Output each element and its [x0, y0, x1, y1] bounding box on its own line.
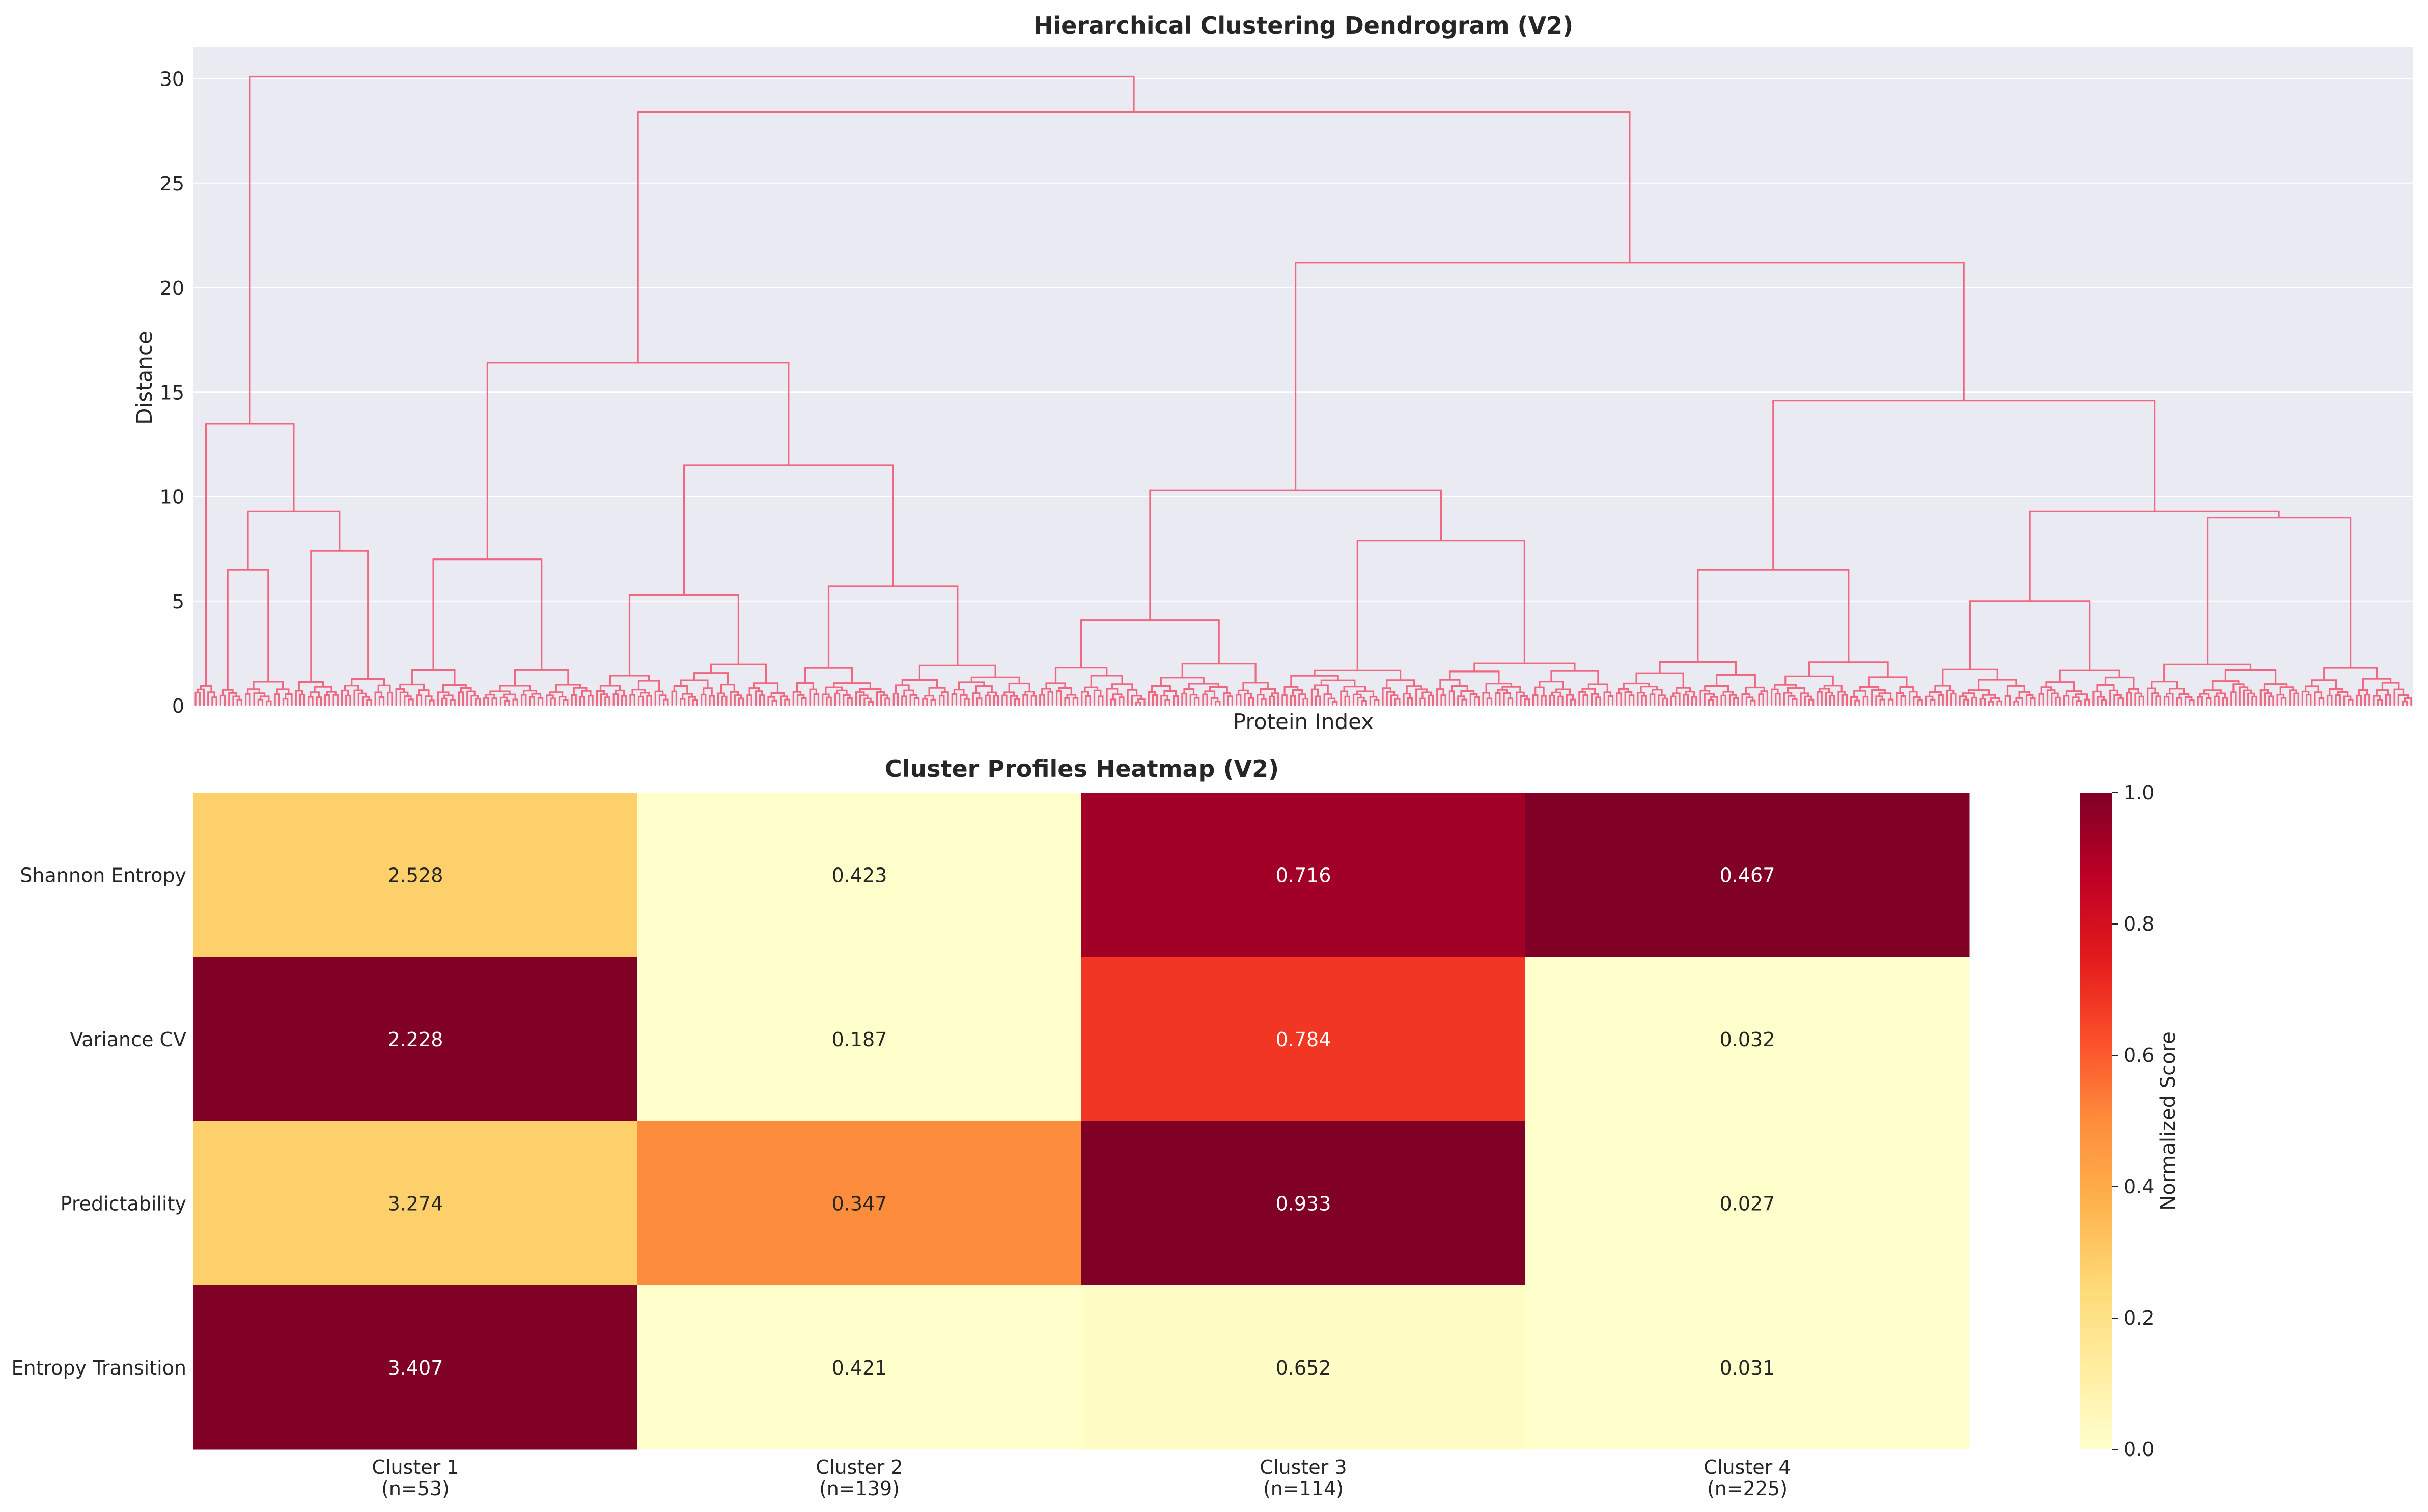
dendrogram-y-tick-label: 5 [172, 591, 184, 613]
dendrogram-link [249, 75, 1135, 424]
heatmap-row-labels: Shannon Entropy Variance CV Predictability… [12, 864, 186, 1379]
dendrogram-y-tick-label: 25 [160, 173, 184, 195]
dendrogram-chart: 0 5 10 15 20 25 30 Hierarchical Clustering Den… [132, 12, 2413, 734]
heatmap-cell-value: 0.467 [1720, 864, 1775, 886]
heatmap-cell [1081, 1121, 1526, 1285]
dendrogram-title: Hierarchical Clustering Dendrogram (V2) [1034, 12, 1573, 39]
heatmap-cell-value: 3.274 [388, 1192, 443, 1215]
heatmap-column-label: Cluster 3 (n=114) [1260, 1456, 1347, 1500]
heatmap-cell [1525, 793, 1970, 957]
heatmap-column-label: Cluster 4 (n=225) [1704, 1456, 1791, 1500]
colorbar-tick-label: 0.0 [2124, 1438, 2154, 1461]
heatmap-cell [193, 957, 638, 1122]
colorbar-tick-label: 0.8 [2124, 913, 2154, 935]
heatmap-cell [637, 793, 1082, 957]
heatmap-row-label: Shannon Entropy [20, 864, 186, 886]
heatmap-cell [1525, 1285, 1970, 1450]
heatmap-cell-value: 0.421 [832, 1357, 887, 1379]
heatmap-cell [1081, 793, 1526, 957]
dendrogram-y-tick-label: 20 [160, 277, 184, 299]
heatmap-cells: 2.528 0.423 0.716 0.467 2.228 0.187 0.784 0.032… [193, 793, 1970, 1450]
heatmap-cell-value: 2.228 [388, 1028, 443, 1051]
heatmap-cell-value: 2.528 [388, 864, 443, 886]
heatmap-cell [637, 1121, 1082, 1285]
colorbar-label: Normalized Score [2157, 1031, 2180, 1211]
heatmap-cell [1525, 957, 1970, 1122]
heatmap-cell [193, 1285, 638, 1450]
dendrogram-x-axis-label: Protein Index [1233, 709, 1374, 734]
dendrogram-links [194, 75, 2412, 706]
heatmap-cell-value: 0.347 [832, 1192, 887, 1215]
heatmap-cell-value: 0.716 [1276, 864, 1331, 886]
heatmap-cell [1525, 1121, 1970, 1285]
dendrogram-y-tick-label: 0 [172, 695, 184, 717]
heatmap-row-label: Predictability [61, 1192, 186, 1215]
heatmap-cell-value: 0.031 [1720, 1357, 1775, 1379]
dendrogram-plot-area [193, 47, 2413, 706]
heatmap-cell-value: 0.027 [1720, 1192, 1775, 1215]
colorbar-tick-label: 0.6 [2124, 1044, 2154, 1067]
dendrogram-y-tick-label: 10 [160, 486, 184, 509]
colorbar: 0.0 0.2 0.4 0.6 0.8 1.0 Normalized Score [2080, 781, 2180, 1461]
heatmap-cell [193, 1121, 638, 1285]
heatmap-column-labels: Cluster 1 (n=53) Cluster 2 (n=139) Cluster 3… [372, 1456, 1791, 1500]
heatmap-cell [637, 957, 1082, 1122]
heatmap-cell-value: 3.407 [388, 1357, 443, 1379]
dendrogram-y-ticks: 0 5 10 15 20 25 30 [160, 68, 184, 717]
heatmap-cell-value: 0.187 [832, 1028, 887, 1051]
heatmap-cell [637, 1285, 1082, 1450]
heatmap-row-label: Variance CV [70, 1028, 186, 1051]
heatmap-chart: Cluster Profiles Heatmap (V2) 2.528 0.423… [12, 755, 1970, 1500]
colorbar-tick-label: 0.2 [2124, 1307, 2154, 1329]
heatmap-cell [1081, 957, 1526, 1122]
heatmap-cell [1081, 1285, 1526, 1450]
heatmap-cell-value: 0.423 [832, 864, 887, 886]
heatmap-cell-value: 0.784 [1276, 1028, 1331, 1051]
heatmap-cell [193, 793, 638, 957]
heatmap-cell-value: 0.652 [1276, 1357, 1331, 1379]
colorbar-tick-label: 1.0 [2124, 781, 2154, 804]
heatmap-cell-value: 0.933 [1276, 1192, 1331, 1215]
heatmap-column-label: Cluster 2 (n=139) [816, 1456, 903, 1500]
heatmap-row-label: Entropy Transition [12, 1357, 186, 1379]
colorbar-tick-label: 0.4 [2124, 1175, 2154, 1198]
heatmap-column-label: Cluster 1 (n=53) [372, 1456, 459, 1500]
colorbar-ticks: 0.0 0.2 0.4 0.6 0.8 1.0 [2112, 781, 2154, 1461]
colorbar-gradient [2080, 793, 2112, 1449]
heatmap-cell-value: 0.032 [1720, 1028, 1775, 1051]
dendrogram-y-axis-label: Distance [132, 331, 157, 425]
heatmap-title: Cluster Profiles Heatmap (V2) [885, 755, 1279, 782]
dendrogram-y-tick-label: 15 [160, 381, 184, 404]
dendrogram-y-tick-label: 30 [160, 68, 184, 91]
